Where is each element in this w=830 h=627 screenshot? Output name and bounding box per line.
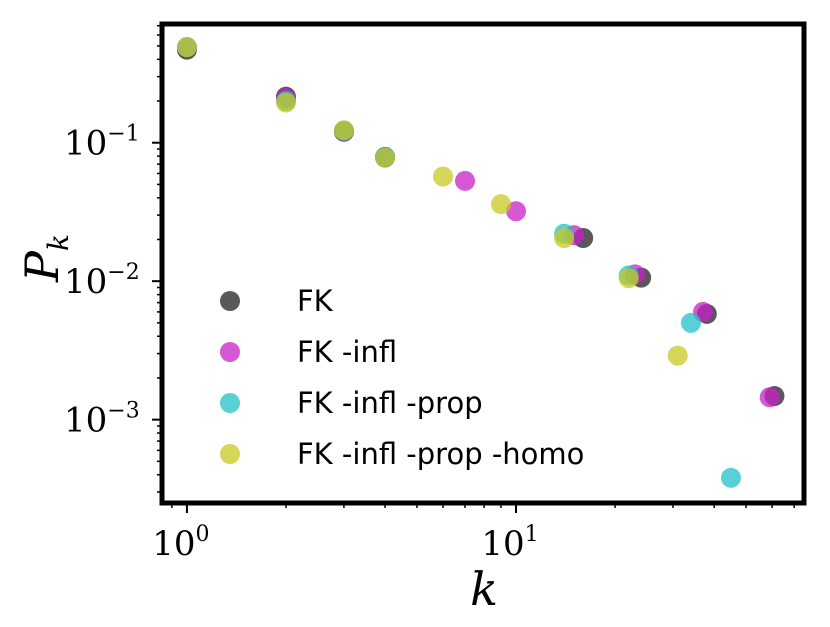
y-tick-label: 10−3 (64, 399, 140, 441)
data-point (176, 37, 197, 58)
x-axis-label: k (470, 562, 498, 616)
x-tick-label: 101 (481, 522, 538, 564)
y-axis-label: Pk (15, 234, 75, 283)
legend: FK FK -infl FK -infl -prop FK -infl -prop -… (220, 284, 584, 471)
legend-label: FK -infl -prop -homo (297, 437, 584, 471)
legend-marker (220, 342, 240, 362)
legend-marker (220, 291, 240, 311)
plot-frame (159, 21, 807, 506)
data-points (176, 37, 785, 488)
y-tick-label: 10−1 (64, 122, 140, 164)
legend-marker (220, 393, 240, 413)
legend-label: FK -infl (297, 335, 397, 369)
x-tick-label: 100 (152, 522, 209, 564)
y-tick-label: 10−2 (64, 260, 140, 302)
data-point (375, 147, 396, 168)
legend-marker (220, 444, 240, 464)
data-point (680, 312, 701, 333)
data-point (275, 92, 296, 113)
data-point (433, 166, 454, 187)
legend-label: FK -infl -prop (297, 386, 483, 420)
data-point (506, 201, 527, 222)
data-point (554, 228, 575, 249)
y-axis-label-subscript: k (42, 234, 75, 251)
data-point (759, 387, 780, 408)
data-point (720, 467, 741, 488)
data-point (618, 268, 639, 289)
y-axis-label-main: P (15, 250, 69, 283)
data-point (455, 170, 476, 191)
data-point (333, 120, 354, 141)
data-point (490, 194, 511, 215)
tick-labels: 100 101 10−1 10−2 10−3 (64, 122, 539, 564)
legend-label: FK (297, 284, 334, 318)
data-point (667, 345, 688, 366)
